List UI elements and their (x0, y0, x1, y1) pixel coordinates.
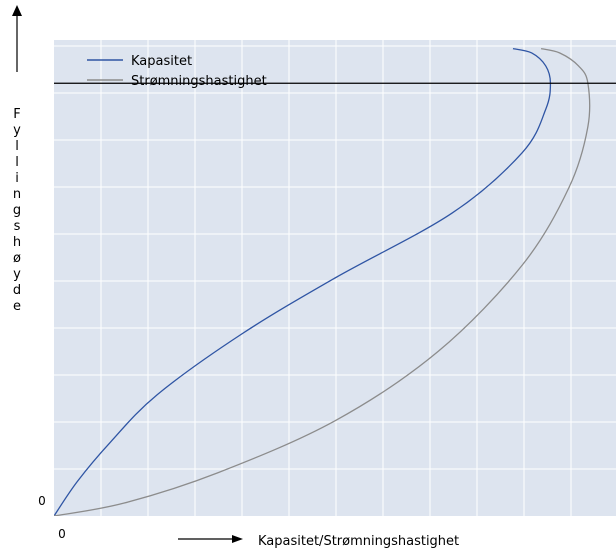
x-tick-label-0: 0 (58, 527, 66, 541)
y-tick-label-0: 0 (38, 494, 46, 508)
x-axis-arrow-head (232, 535, 243, 543)
y-axis-arrow-head (12, 5, 22, 16)
legend-label-1: Strømningshastighet (131, 74, 267, 89)
x-axis-label: Kapasitet/Strømningshastighet (258, 534, 459, 549)
legend-label-0: Kapasitet (131, 54, 192, 69)
